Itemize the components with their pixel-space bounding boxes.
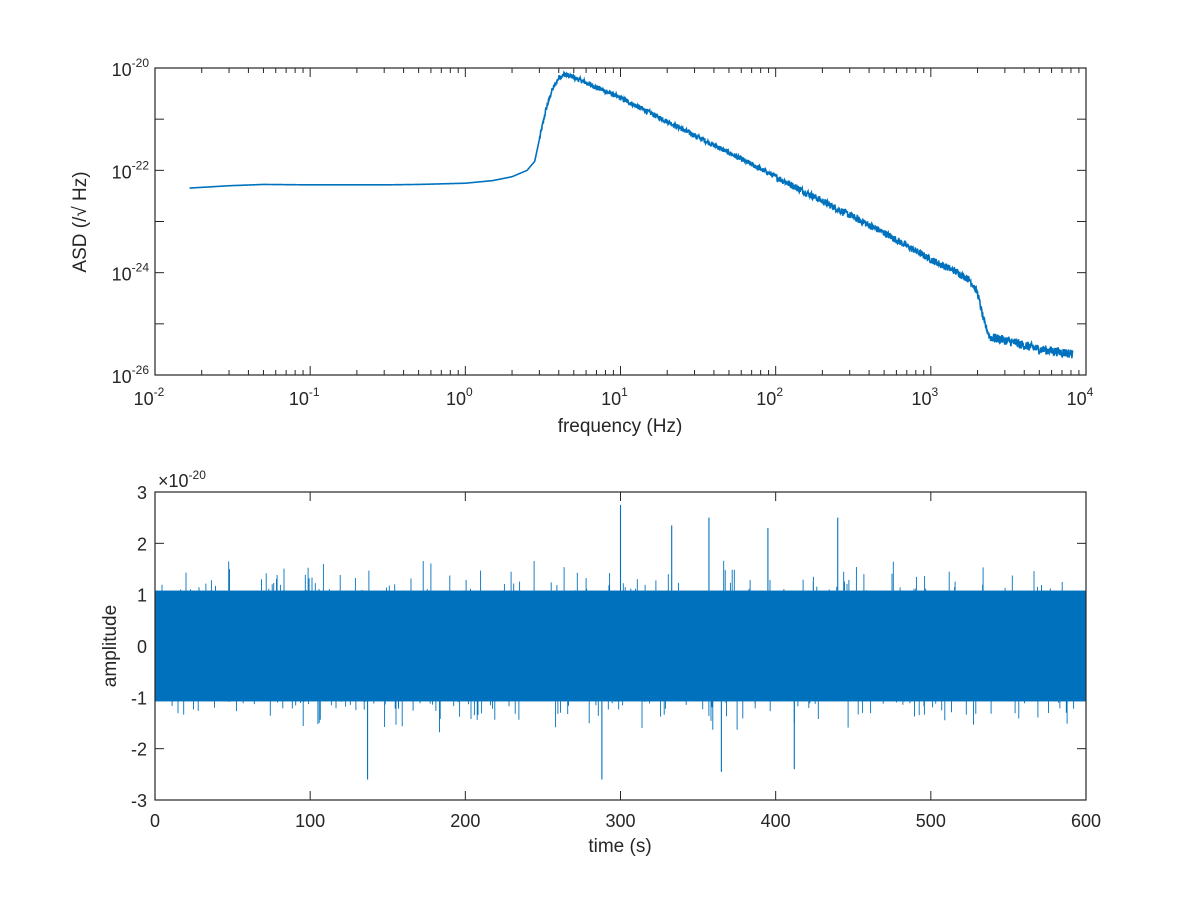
asd-x-tick-label: 100 — [446, 385, 473, 409]
asd-x-tick-label: 102 — [756, 385, 783, 409]
asd-tick-labels: 10-2 10-1 100 101 102 103 104 10-26 10-24 10-22 10… — [112, 56, 1094, 409]
ts-x-tick-label: 0 — [150, 811, 160, 831]
ts-x-tick-label: 300 — [605, 811, 635, 831]
asd-y-tick-label: 10-20 — [112, 56, 150, 80]
asd-x-tick-label: 103 — [911, 385, 938, 409]
asd-x-tick-label: 104 — [1067, 385, 1094, 409]
ts-x-tick-label: 500 — [916, 811, 946, 831]
asd-x-tick-label: 101 — [601, 385, 628, 409]
ts-y-tick-label: 3 — [137, 483, 147, 503]
asd-x-axis-label: frequency (Hz) — [558, 416, 683, 437]
ts-noise-series — [154, 504, 1087, 780]
ts-x-axis-label: time (s) — [588, 836, 651, 857]
asd-y-tick-label: 10-24 — [112, 261, 150, 285]
ts-y-multiplier: ×10-20 — [158, 468, 206, 491]
asd-y-tick-label: 10-26 — [112, 363, 150, 387]
asd-x-tick-label: 10-1 — [289, 385, 320, 409]
ts-x-tick-label: 400 — [761, 811, 791, 831]
asd-y-tick-label: 10-22 — [112, 158, 150, 182]
asd-axes-frame — [154, 67, 1087, 376]
ts-axes-frame — [154, 491, 1087, 801]
ts-x-tick-label: 600 — [1071, 811, 1101, 831]
ts-y-tick-label: 1 — [137, 586, 147, 606]
ts-y-tick-label: 0 — [137, 637, 147, 657]
asd-series-line — [189, 70, 1074, 359]
asd-x-tick-label: 10-2 — [134, 385, 165, 409]
ts-y-tick-label: -3 — [131, 791, 147, 811]
timeseries-plot: 0 100 200 300 400 500 600 -3 -2 -1 0 1 2 3 ×10-20 tim… — [100, 468, 1101, 857]
ts-y-tick-label: -1 — [131, 688, 147, 708]
ts-y-tick-label: -2 — [131, 740, 147, 760]
ts-x-tick-label: 200 — [450, 811, 480, 831]
asd-plot: 10-2 10-1 100 101 102 103 104 10-26 10-24 10-22 10… — [70, 56, 1094, 437]
asd-ticks — [154, 67, 1087, 376]
ts-x-tick-label: 100 — [295, 811, 325, 831]
ts-y-axis-label: amplitude — [100, 605, 121, 687]
asd-y-axis-label: ASD (/√ Hz) — [70, 171, 91, 272]
ts-y-tick-label: 2 — [137, 534, 147, 554]
ts-tick-labels: 0 100 200 300 400 500 600 -3 -2 -1 0 1 2 3 — [131, 483, 1101, 831]
